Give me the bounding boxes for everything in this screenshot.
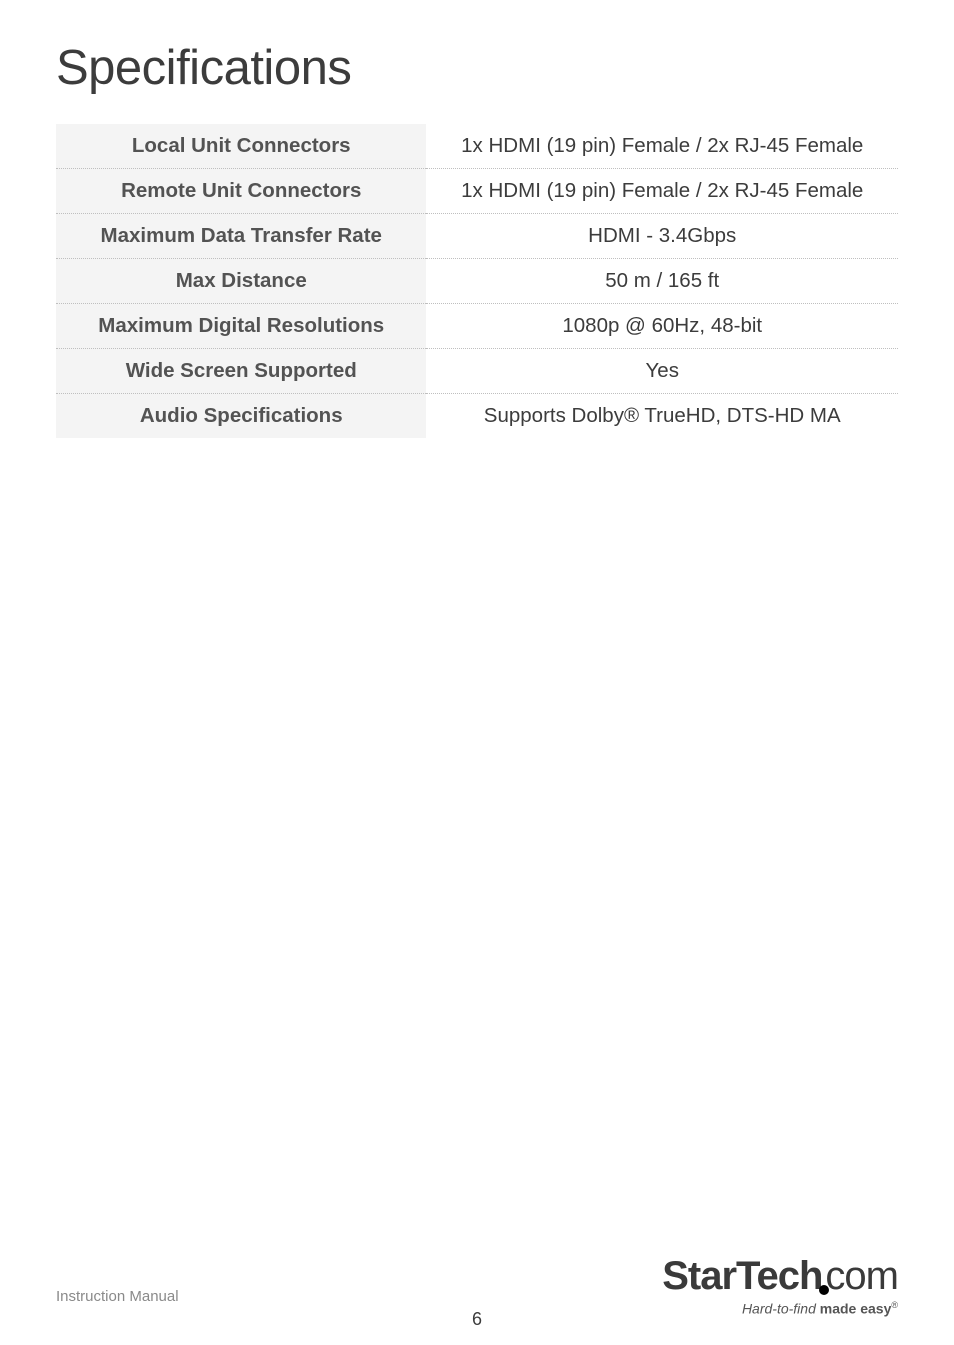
page-title: Specifications	[56, 40, 898, 96]
logo-text: StarTechcom	[662, 1256, 898, 1296]
spec-label: Max Distance	[56, 259, 426, 304]
logo-main: StarTech	[662, 1254, 822, 1298]
table-row: Maximum Digital Resolutions1080p @ 60Hz,…	[56, 304, 898, 349]
page-footer: Instruction Manual 6 StarTechcom Hard-to…	[56, 1235, 898, 1315]
brand-logo: StarTechcom Hard-to-find made easy®	[662, 1256, 898, 1317]
spec-label: Wide Screen Supported	[56, 349, 426, 394]
table-row: Audio SpecificationsSupports Dolby® True…	[56, 394, 898, 439]
table-row: Wide Screen SupportedYes	[56, 349, 898, 394]
spec-value: 50 m / 165 ft	[426, 259, 898, 304]
logo-suffix: com	[825, 1254, 898, 1298]
spec-value: 1x HDMI (19 pin) Female / 2x RJ-45 Femal…	[426, 124, 898, 169]
tagline-italic: Hard-to-find	[742, 1301, 816, 1317]
spec-value: Yes	[426, 349, 898, 394]
spec-label: Audio Specifications	[56, 394, 426, 439]
table-row: Remote Unit Connectors1x HDMI (19 pin) F…	[56, 169, 898, 214]
table-row: Max Distance50 m / 165 ft	[56, 259, 898, 304]
table-row: Maximum Data Transfer RateHDMI - 3.4Gbps	[56, 214, 898, 259]
spec-value: 1080p @ 60Hz, 48-bit	[426, 304, 898, 349]
tagline-bold: made easy	[820, 1301, 892, 1317]
logo-tagline: Hard-to-find made easy®	[662, 1300, 898, 1317]
page-number: 6	[472, 1309, 482, 1330]
tagline-reg-icon: ®	[891, 1300, 898, 1310]
footer-label: Instruction Manual	[56, 1288, 179, 1305]
spec-label: Remote Unit Connectors	[56, 169, 426, 214]
table-row: Local Unit Connectors1x HDMI (19 pin) Fe…	[56, 124, 898, 169]
spec-value: 1x HDMI (19 pin) Female / 2x RJ-45 Femal…	[426, 169, 898, 214]
spec-label: Maximum Digital Resolutions	[56, 304, 426, 349]
spec-label: Local Unit Connectors	[56, 124, 426, 169]
spec-value: Supports Dolby® TrueHD, DTS-HD MA	[426, 394, 898, 439]
spec-table-body: Local Unit Connectors1x HDMI (19 pin) Fe…	[56, 124, 898, 438]
specifications-table: Local Unit Connectors1x HDMI (19 pin) Fe…	[56, 124, 898, 438]
spec-value: HDMI - 3.4Gbps	[426, 214, 898, 259]
spec-label: Maximum Data Transfer Rate	[56, 214, 426, 259]
